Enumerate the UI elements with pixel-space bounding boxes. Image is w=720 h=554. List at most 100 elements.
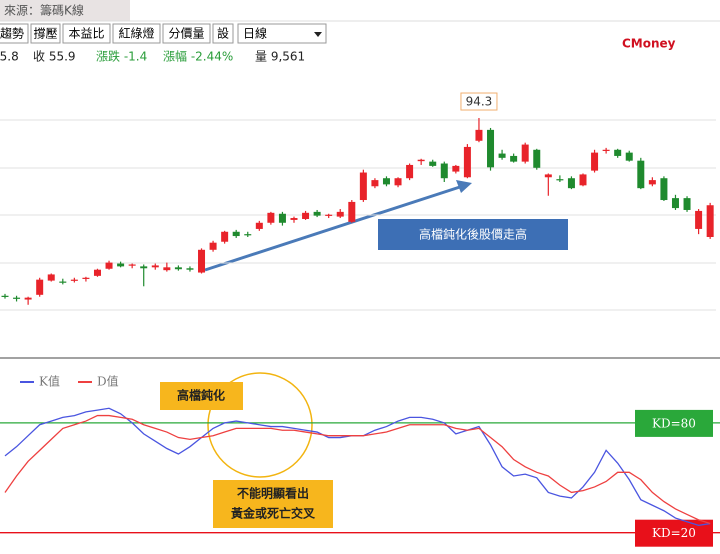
candle-body	[359, 172, 367, 201]
annotation-text: 黃金或死亡交叉	[230, 506, 316, 521]
candle-body	[278, 213, 286, 223]
candle-body	[475, 129, 483, 141]
toolbar-button[interactable]	[62, 23, 111, 44]
candle-body	[417, 159, 425, 162]
candle-body	[24, 297, 32, 300]
candle-body	[556, 179, 564, 181]
period-select[interactable]	[237, 23, 327, 44]
info-item: 漲跌 -1.4	[96, 49, 147, 64]
info-item: 收 55.9	[33, 50, 76, 64]
candle-body	[151, 265, 159, 268]
candle-body	[510, 155, 518, 162]
candle-body	[128, 264, 136, 266]
info-item: 漲幅 -2.44%	[163, 49, 233, 64]
kd-line	[4, 414, 711, 525]
reference-label-box	[635, 409, 713, 437]
info-item: 55.8	[0, 50, 19, 64]
period-label[interactable]: 日線	[243, 26, 267, 41]
candle-body	[59, 281, 67, 283]
candle-body	[1, 295, 9, 297]
candle-body	[463, 146, 471, 178]
candle-body	[93, 269, 101, 276]
annotation-box	[378, 219, 568, 250]
reference-label-box	[635, 519, 713, 547]
candle-body	[174, 267, 182, 270]
candle-body	[394, 178, 402, 186]
candle-body	[209, 242, 217, 250]
dropdown-arrow[interactable]	[314, 32, 322, 37]
candle-body	[706, 205, 714, 237]
candle-body	[614, 149, 622, 156]
candle-body	[671, 198, 679, 209]
candle-body	[348, 201, 356, 222]
candle-body	[163, 267, 171, 271]
candle-body	[683, 198, 691, 210]
candle-body	[498, 153, 506, 158]
toolbar-button[interactable]	[0, 23, 29, 44]
candle-body	[244, 234, 252, 236]
candle-body	[533, 149, 541, 168]
candle-body	[13, 297, 21, 299]
info-item: 量 9,561	[255, 50, 305, 64]
candle-body	[232, 231, 240, 237]
annotation-text: 高檔鈍化後股價走高	[419, 227, 527, 242]
toolbar-label[interactable]: 紅綠燈	[118, 26, 154, 41]
legend-label: K值	[39, 374, 60, 389]
candle-body	[695, 210, 703, 229]
candle-body	[567, 178, 575, 189]
candle-body	[625, 152, 633, 161]
candle-body	[82, 277, 90, 279]
source-tab	[0, 0, 130, 21]
trend-arrow	[204, 183, 467, 272]
toolbar-button[interactable]	[212, 23, 234, 44]
toolbar-button[interactable]	[30, 23, 61, 44]
candle-body	[313, 211, 321, 216]
candle-body	[429, 161, 437, 166]
candle-body	[267, 212, 275, 223]
candle-body	[290, 218, 298, 220]
toolbar-button[interactable]	[112, 23, 161, 44]
logo: CMoney	[622, 37, 676, 51]
candle-body	[47, 274, 55, 281]
candle-body	[70, 279, 78, 281]
candle-body	[648, 180, 656, 185]
candle-body	[140, 266, 148, 269]
candle-body	[521, 144, 529, 162]
annotation-text: 高檔鈍化	[177, 388, 225, 403]
candle-body	[186, 268, 194, 270]
candle-body	[221, 231, 229, 242]
candle-body	[406, 164, 414, 179]
peak-label: 94.3	[466, 95, 493, 109]
candle-body	[452, 165, 460, 172]
candle-body	[371, 180, 379, 187]
candle-body	[487, 129, 495, 168]
candle-body	[325, 214, 333, 216]
toolbar-button[interactable]	[162, 23, 211, 44]
candle-body	[336, 211, 344, 217]
candle-body	[660, 178, 668, 201]
candle-body	[440, 163, 448, 179]
toolbar-label[interactable]: 分價量	[168, 27, 204, 41]
toolbar-label[interactable]: 撐壓	[33, 27, 57, 41]
annotation-box	[213, 480, 333, 528]
kd-line	[4, 407, 711, 527]
candle-body	[637, 160, 645, 189]
candle-body	[302, 212, 310, 219]
source-text: 來源：籌碼K線	[4, 3, 84, 18]
annotation-text: 不能明顯看出	[237, 486, 309, 501]
candle-body	[591, 152, 599, 171]
toolbar-label[interactable]: 設	[217, 26, 229, 41]
candle-body	[117, 263, 125, 267]
toolbar-label[interactable]: 趨勢	[0, 26, 24, 41]
peak-label-box	[460, 92, 498, 111]
candle-body	[602, 149, 610, 151]
candle-body	[36, 279, 44, 295]
highlight-circle	[207, 372, 313, 478]
candle-body	[198, 249, 206, 273]
candle-body	[544, 174, 552, 178]
candle-body	[579, 174, 587, 186]
annotation-box	[160, 382, 243, 410]
toolbar-label[interactable]: 本益比	[68, 27, 104, 41]
